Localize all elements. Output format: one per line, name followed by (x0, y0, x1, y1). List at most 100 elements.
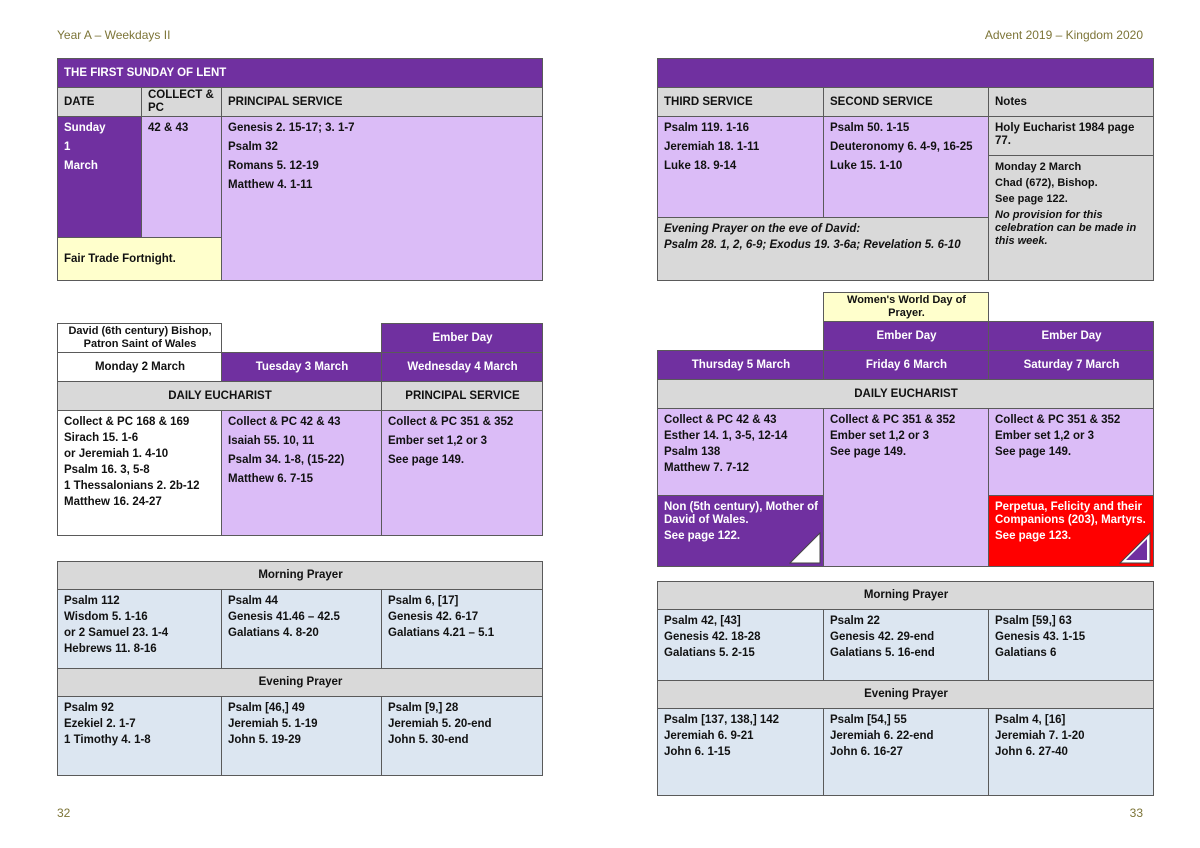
header-left: Year A – Weekdays II (57, 28, 171, 42)
text-line: Galatians 6 (995, 647, 1057, 659)
text-line: Psalm 16. 3, 5-8 (64, 464, 150, 476)
text-line: Wisdom 5. 1-16 (64, 611, 148, 623)
text-line: Saturday 7 March (1023, 358, 1120, 371)
text-line: Galatians 4.21 – 5.1 (388, 627, 495, 639)
table-cell: Psalm 112 Wisdom 5. 1-16 or 2 Samuel 23. 1… (57, 589, 222, 669)
corner-icon (789, 532, 821, 564)
text-line: Psalm [59,] 63 (995, 615, 1072, 627)
table-cell: Collect & PC 351 & 352 Ember set 1,2 or 3… (381, 410, 543, 536)
text-line: Monday 2 March (94, 360, 186, 373)
triangle (789, 532, 821, 564)
text-line: Galatians 5. 2-15 (664, 647, 755, 659)
text-line: Psalm 32 (228, 141, 278, 153)
table-cell: Psalm [54,] 55 Jeremiah 6. 22-end John 6. … (823, 708, 989, 796)
text-line: See page 122. (995, 193, 1068, 205)
text-line: Thursday 5 March (691, 358, 791, 371)
table-cell: Psalm 4, [16] Jeremiah 7. 1-20 John 6. 27-… (988, 708, 1154, 796)
text-line: Ember set 1,2 or 3 (995, 430, 1095, 442)
text-line: Jeremiah 6. 22-end (830, 730, 934, 742)
table-cell: Psalm 42, [43] Genesis 42. 18-28 Galatians… (657, 609, 824, 681)
table-cell: Collect & PC 351 & 352 Ember set 1,2 or 3… (823, 408, 989, 567)
table-cell: Genesis 2. 15-17; 3. 1-7 Psalm 32 Romans 5… (221, 116, 543, 281)
text-line: or Jeremiah 1. 4-10 (64, 448, 169, 460)
table-cell: DAILY EUCHARIST (57, 381, 382, 411)
text-line: Psalm [9,] 28 (388, 702, 459, 714)
text-line: Collect & PC 351 & 352 (995, 414, 1121, 426)
text-line: Wednesday 4 March (407, 360, 518, 373)
text-line: Psalm [54,] 55 (830, 714, 907, 726)
text-line: See page 149. (995, 446, 1072, 458)
table-cell: Evening Prayer (57, 668, 543, 697)
table-cell: Psalm 22 Genesis 42. 29-end Galatians 5. 1… (823, 609, 989, 681)
text-line: Psalm 6, [17] (388, 595, 459, 607)
text-line: Ember Day (432, 331, 493, 344)
text-line: Genesis 41.46 – 42.5 (228, 611, 340, 623)
text-line: Luke 15. 1-10 (830, 160, 903, 172)
table-cell: PRINCIPAL SERVICE (221, 87, 543, 117)
text-line: Psalm 22 (830, 615, 880, 627)
text-line: 1 (64, 141, 71, 153)
text-line: Psalm 34. 1-8, (15-22) (228, 454, 345, 466)
text-line: Psalm 44 (228, 595, 278, 607)
table-cell: DATE (57, 87, 142, 117)
title-bar (657, 58, 1154, 88)
text-line: Collect & PC 168 & 169 (64, 416, 190, 428)
text-line: Isaiah 55. 10, 11 (228, 435, 315, 447)
table-cell: PRINCIPAL SERVICE (381, 381, 543, 411)
text-line: DAILY EUCHARIST (168, 389, 272, 402)
text-line: Non (5th century), Mother of David of Wa… (664, 501, 818, 526)
text-line: Ember set 1,2 or 3 (830, 430, 930, 442)
text-line: Evening Prayer (864, 688, 948, 700)
header-right: Advent 2019 – Kingdom 2020 (984, 28, 1143, 42)
text-line: David (6th century) Bishop, Patron Saint… (68, 325, 212, 350)
table-cell: Morning Prayer (657, 581, 1154, 610)
table-cell: Psalm [59,] 63 Genesis 43. 1-15 Galatians … (988, 609, 1154, 681)
table-cell: Friday 6 March (823, 350, 989, 380)
table-cell: 42 & 43 (141, 116, 222, 238)
table-cell: SECOND SERVICE (823, 87, 989, 117)
text-line: John 6. 1-15 (664, 746, 731, 758)
text-line: Jeremiah 5. 1-19 (228, 718, 318, 730)
text-line: John 6. 27-40 (995, 746, 1068, 758)
table-cell: Tuesday 3 March (221, 352, 382, 382)
text-line: 42 & 43 (148, 122, 189, 134)
text-line: Hebrews 11. 8-16 (64, 643, 157, 655)
table-cell: THIRD SERVICE (657, 87, 824, 117)
text-line: THIRD SERVICE (664, 95, 753, 108)
table-cell: Evening Prayer on the eve of David: Psalm… (657, 217, 989, 281)
text-line: Deuteronomy 6. 4-9, 16-25 (830, 141, 973, 153)
page-number-right: 33 (1129, 806, 1143, 820)
table-cell: Psalm 92 Ezekiel 2. 1-7 1 Timothy 4. 1-8 (57, 696, 222, 776)
table-cell: David (6th century) Bishop, Patron Saint… (57, 323, 222, 353)
text-line: Galatians 5. 16-end (830, 647, 935, 659)
table-cell: Notes (988, 87, 1154, 117)
table-cell: Fair Trade Fortnight. (57, 237, 222, 281)
table-cell: DAILY EUCHARIST (657, 379, 1154, 409)
text-line: Psalm 138 (664, 446, 721, 458)
table-cell: Collect & PC 168 & 169 Sirach 15. 1-6 or J… (57, 410, 222, 536)
text-line: Matthew 6. 7-15 (228, 473, 313, 485)
text-line: Tuesday 3 March (255, 360, 349, 373)
table-cell: Monday 2 March (57, 352, 222, 382)
table-cell: Morning Prayer (57, 561, 543, 590)
text-line: Matthew 4. 1-11 (228, 179, 313, 191)
table-cell: COLLECT & PC (141, 87, 222, 117)
text-line: Genesis 43. 1-15 (995, 631, 1086, 643)
text-line: PRINCIPAL SERVICE (228, 95, 343, 108)
table-cell: Holy Eucharist 1984 page 77. (988, 116, 1154, 156)
text-line: Psalm 119. 1-16 (664, 122, 750, 134)
text-line: March (64, 160, 98, 172)
table-cell: Psalm 44 Genesis 41.46 – 42.5 Galatians 4.… (221, 589, 382, 669)
text-line: Psalm 28. 1, 2, 6-9; Exodus 19. 3-6a; Re… (664, 239, 961, 251)
table-cell: Perpetua, Felicity and their Companions … (988, 495, 1154, 567)
text-line: See page 122. (664, 530, 741, 542)
text-line: See page 149. (830, 446, 907, 458)
table-cell: Ember Day (381, 323, 543, 353)
text-line: DAILY EUCHARIST (854, 387, 958, 400)
table-cell: Psalm [137, 138,] 142 Jeremiah 6. 9-21 Joh… (657, 708, 824, 796)
text-line: Morning Prayer (258, 569, 343, 581)
text-line: Jeremiah 7. 1-20 (995, 730, 1085, 742)
text-line: Luke 18. 9-14 (664, 160, 737, 172)
text-line: Matthew 7. 7-12 (664, 462, 749, 474)
